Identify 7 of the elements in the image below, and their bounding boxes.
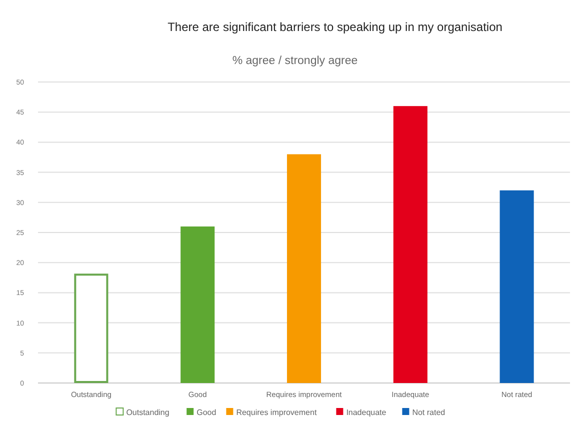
chart-title: There are significant barriers to speaking up in my organisation: [168, 20, 502, 34]
legend-label: Inadequate: [346, 408, 387, 417]
legend-label: Outstanding: [126, 408, 170, 417]
legend-label: Not rated: [412, 408, 446, 417]
chart-subtitle: % agree / strongly agree: [232, 55, 358, 67]
legend-label: Requires improvement: [236, 408, 318, 417]
legend-label: Good: [196, 408, 216, 417]
